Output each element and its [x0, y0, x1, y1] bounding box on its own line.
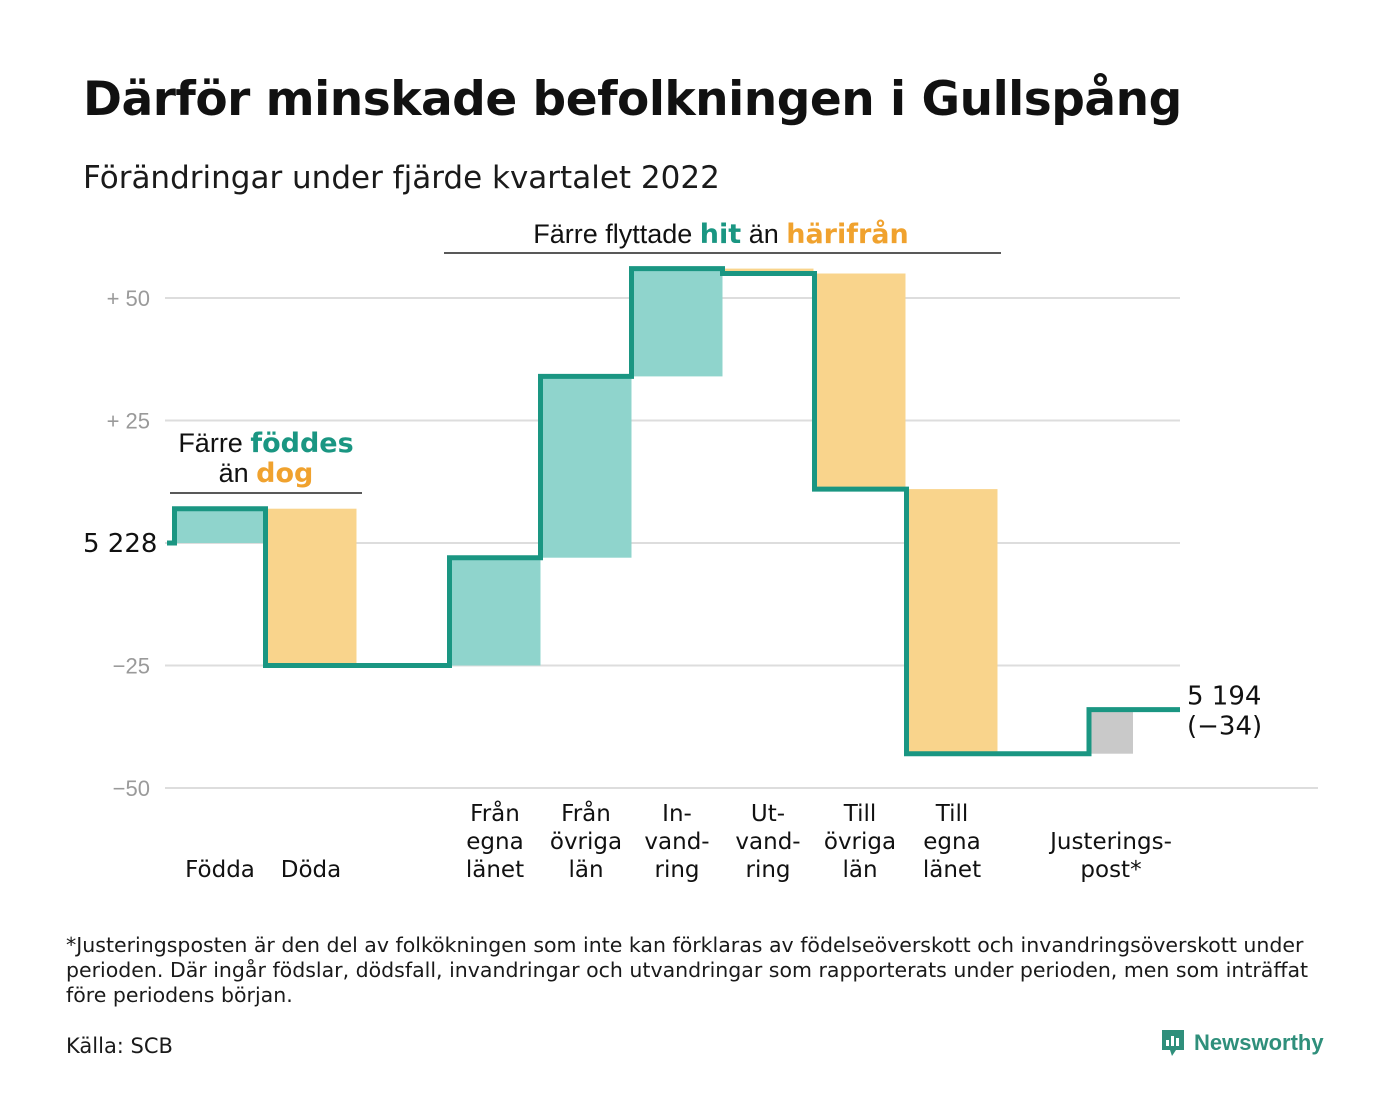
category-label: Till egna länet [923, 801, 981, 883]
bar-tillövrigalän [814, 273, 906, 490]
category-label: Ut-vand-ring [735, 801, 800, 883]
bar-invandring [631, 268, 723, 377]
y-tick-label: + 25 [107, 409, 150, 434]
chart-subtitle: Förändringar under fjärde kvartalet 2022 [83, 160, 720, 196]
brand-name: Newsworthy [1194, 1030, 1324, 1055]
y-tick-label: −50 [113, 776, 150, 801]
category-label: In-vand-ring [644, 801, 709, 883]
category-label: Från egna länet [466, 799, 524, 883]
bars [174, 268, 1133, 754]
y-tick-label: −25 [113, 654, 150, 679]
waterfall-chart: + 50 + 25 −25 −50 5 228 Födda Döda Från egna län… [83, 218, 1318, 883]
source-label: Källa: SCB [66, 1034, 173, 1058]
end-labels: 5 194(−34) [1187, 682, 1262, 742]
cumulative-line [167, 266, 1180, 757]
category-label: Till övriga län [824, 801, 896, 883]
bar-justeringspost [1091, 709, 1133, 754]
bar-tillegnalänet [906, 489, 998, 754]
start-value-label: 5 228 [83, 529, 157, 559]
brand-logo: Newsworthy [1160, 1028, 1324, 1058]
end-change-label: (−34) [1187, 712, 1262, 742]
y-tick-label: + 50 [107, 286, 150, 311]
births-annotation-line2: än dog [219, 458, 314, 489]
births-annotation-line1: Färre föddes [178, 428, 353, 459]
category-label: Födda [185, 857, 255, 883]
category-labels: Födda Döda Från egna länet Från övriga län In-va… [185, 799, 1172, 883]
footnote: *Justeringsposten är den del av folkökni… [66, 933, 1309, 1007]
bar-döda [265, 508, 357, 666]
bar-födda [174, 508, 266, 543]
y-axis-ticks: + 50 + 25 −25 −50 5 228 [83, 286, 157, 801]
bar-frånövrigalän [540, 376, 632, 558]
migration-annotation: Färre flyttade hit än härifrån [533, 218, 909, 250]
bar-frånegnalänet [449, 557, 541, 666]
category-label: Döda [281, 857, 341, 883]
category-label: Från övriga län [550, 799, 622, 883]
newsworthy-logo-icon [1162, 1030, 1184, 1056]
chart-title: Därför minskade befolkningen i Gullspång [83, 72, 1182, 127]
end-value-label: 5 194 [1187, 682, 1261, 712]
category-label: Justerings-post* [1048, 829, 1172, 883]
cumulative-line-group [167, 266, 1180, 757]
